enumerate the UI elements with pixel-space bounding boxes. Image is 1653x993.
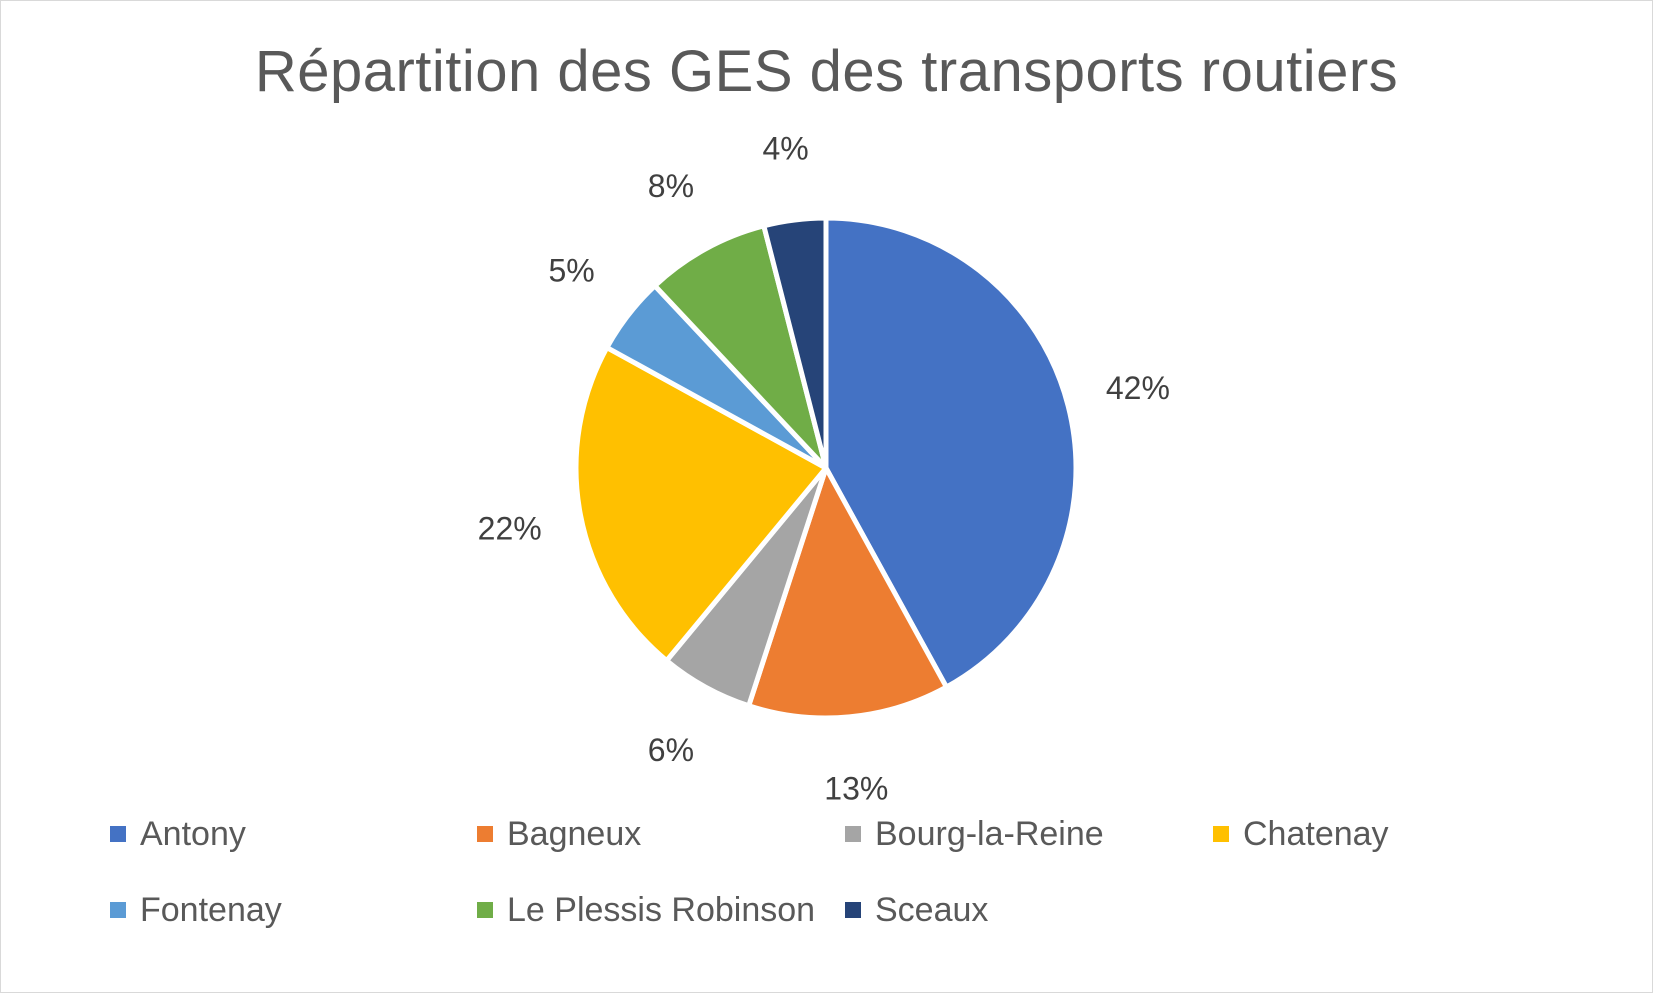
legend-label: Chatenay bbox=[1243, 814, 1389, 853]
legend-item-chatenay[interactable]: Chatenay bbox=[1213, 814, 1389, 854]
legend-item-antony[interactable]: Antony bbox=[110, 814, 246, 854]
legend-swatch bbox=[845, 902, 861, 918]
legend-swatch bbox=[110, 902, 126, 918]
legend-label: Bagneux bbox=[507, 814, 642, 853]
pie-slice-sceaux[interactable] bbox=[761, 215, 829, 471]
legend-label: Bourg-la-Reine bbox=[875, 814, 1104, 853]
pie-slice-le-plessis-robinson[interactable] bbox=[652, 223, 829, 471]
data-label-le-plessis-robinson: 8% bbox=[648, 168, 694, 204]
legend-swatch bbox=[1213, 826, 1229, 842]
legend-item-sceaux[interactable]: Sceaux bbox=[845, 890, 988, 930]
pie-slice-antony[interactable] bbox=[823, 215, 1079, 690]
data-label-chatenay: 22% bbox=[478, 510, 542, 546]
data-label-antony: 42% bbox=[1106, 370, 1170, 406]
chart-title: Répartition des GES des transports routi… bbox=[254, 39, 1399, 104]
legend-item-bourg-la-reine[interactable]: Bourg-la-Reine bbox=[845, 814, 1104, 854]
legend-swatch bbox=[477, 826, 493, 842]
legend-label: Antony bbox=[140, 814, 246, 853]
data-label-sceaux: 4% bbox=[762, 131, 808, 167]
legend-item-le-plessis-robinson[interactable]: Le Plessis Robinson bbox=[477, 890, 815, 930]
legend-swatch bbox=[845, 826, 861, 842]
pie-slice-chatenay[interactable] bbox=[573, 345, 829, 664]
legend-swatch bbox=[477, 902, 493, 918]
pie-slice-bagneux[interactable] bbox=[746, 465, 949, 721]
data-label-bourg-la-reine: 6% bbox=[648, 732, 694, 768]
data-label-bagneux: 13% bbox=[824, 771, 888, 807]
legend-label: Sceaux bbox=[875, 890, 989, 929]
legend-item-bagneux[interactable]: Bagneux bbox=[477, 814, 641, 854]
legend-label: Le Plessis Robinson bbox=[507, 890, 816, 929]
data-label-fontenay: 5% bbox=[548, 253, 594, 289]
legend-swatch bbox=[110, 826, 126, 842]
legend-item-fontenay[interactable]: Fontenay bbox=[110, 890, 282, 930]
legend-label: Fontenay bbox=[140, 890, 282, 929]
